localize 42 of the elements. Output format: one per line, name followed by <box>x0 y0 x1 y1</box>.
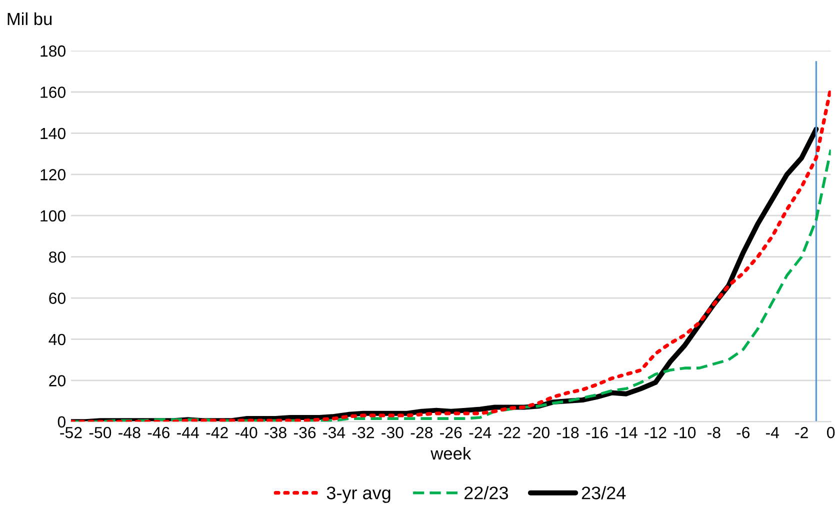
x-tick-label: -18 <box>556 426 579 438</box>
x-tick-label: -16 <box>586 426 608 438</box>
legend-label: 22/23 <box>464 486 508 500</box>
x-tick-label: -34 <box>323 426 346 438</box>
x-tick-label: -28 <box>410 426 433 438</box>
x-tick-label: -14 <box>615 427 638 438</box>
x-tick-label: -52 <box>60 426 82 438</box>
x-tick-label: -6 <box>736 426 750 438</box>
x-axis-title: week <box>430 446 472 460</box>
y-tick-label: 60 <box>49 292 66 304</box>
x-tick-label: -8 <box>708 426 720 438</box>
y-axis-title: Mil bu <box>8 12 52 26</box>
x-tick-label: -50 <box>89 426 112 438</box>
y-tick-label: 0 <box>58 416 66 428</box>
y-tick-label: 180 <box>40 45 66 57</box>
x-tick-label: 0 <box>827 426 835 438</box>
x-tick-label: -26 <box>440 426 462 438</box>
y-tick-label: 40 <box>48 334 66 346</box>
x-tick-label: -20 <box>528 426 550 438</box>
x-tick-label: -12 <box>644 426 666 438</box>
legend-label: 3-yr avg <box>326 486 390 503</box>
x-tick-label: -42 <box>206 426 228 438</box>
x-tick-label: -24 <box>469 426 492 438</box>
x-tick-label: -32 <box>352 426 374 438</box>
x-tick-label: -46 <box>148 426 170 438</box>
x-tick-label: -40 <box>235 426 258 438</box>
legend-label: 23/24 <box>582 486 626 500</box>
x-tick-label: -44 <box>177 427 199 438</box>
x-tick-label: -48 <box>118 426 140 438</box>
y-tick-label: 140 <box>40 128 66 140</box>
x-tick-label: -10 <box>674 426 696 438</box>
y-tick-label: 160 <box>40 86 66 98</box>
x-tick-label: -4 <box>766 427 780 438</box>
x-tick-label: -22 <box>498 426 520 438</box>
y-tick-label: 100 <box>40 210 66 222</box>
x-tick-label: -36 <box>294 426 316 438</box>
y-tick-label: 120 <box>40 169 66 180</box>
x-tick-label: -2 <box>795 426 808 438</box>
y-tick-label: 80 <box>49 251 66 263</box>
x-tick-label: -30 <box>382 426 404 438</box>
y-tick-label: 20 <box>49 375 66 386</box>
x-tick-label: -38 <box>264 426 286 438</box>
